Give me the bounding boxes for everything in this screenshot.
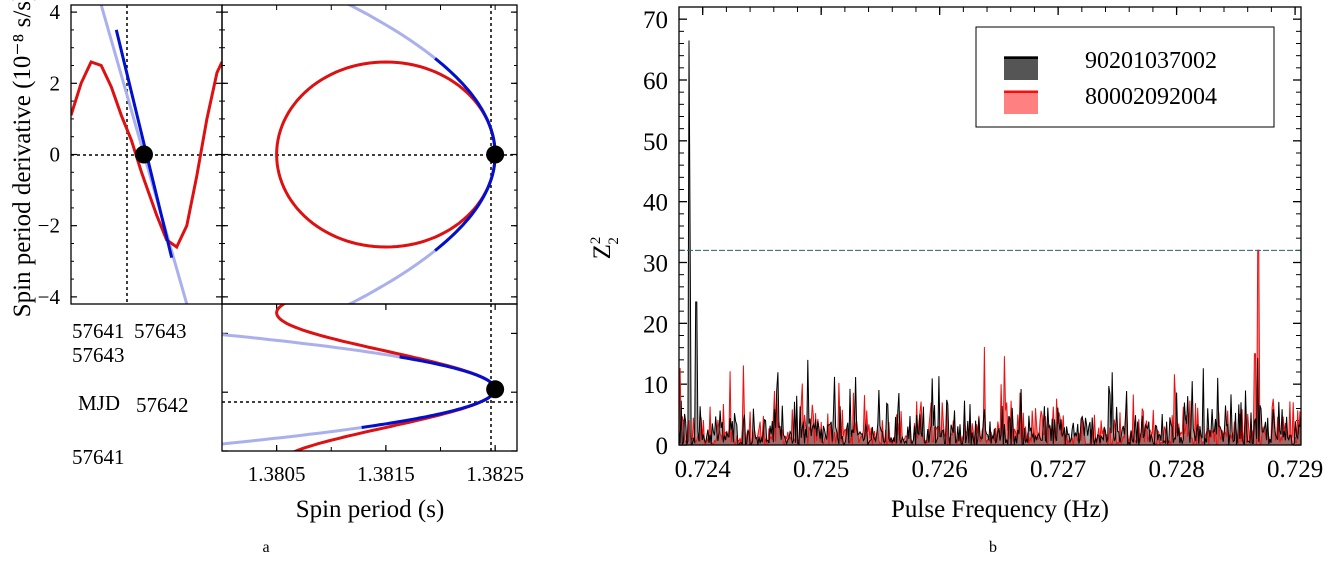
b-xticklabels: 0.724 0.725 0.726 0.727 0.728 0.729 — [675, 456, 1324, 483]
b-ytick-label: 30 — [643, 251, 668, 278]
caption-b: b — [989, 539, 997, 556]
b-ylabel-exponent: 2 — [588, 237, 604, 245]
b-xtick-label: 0.726 — [912, 456, 968, 483]
b-ytick-label: 0 — [656, 433, 669, 460]
br-fit-curves — [361, 355, 497, 429]
b-xtick-label: 0.729 — [1267, 456, 1323, 483]
br-frame — [221, 303, 518, 452]
b-ylabel-subscript: 2 — [606, 237, 622, 245]
b-xtick-label: 0.725 — [793, 456, 849, 483]
tl-ytick-label: 0 — [50, 143, 61, 167]
b-frame — [678, 6, 1302, 446]
br-ytick-57642: 57642 — [136, 393, 189, 417]
b-ylabel-z: Z — [589, 244, 616, 259]
tl-yticklabels: 4 2 0 −2 −4 — [38, 0, 61, 309]
b-series-80002092004-line — [679, 249, 1301, 445]
b-xlabel: Pulse Frequency (Hz) — [891, 496, 1109, 523]
br-ytick-57641: 57641 — [72, 445, 125, 469]
tl-fit-line — [114, 29, 174, 259]
b-ylabel: Z2 2 — [588, 237, 622, 260]
b-ytick-label: 60 — [643, 68, 668, 95]
br-xtick-label: 1.3805 — [248, 462, 306, 486]
b-ytick-label: 70 — [643, 7, 668, 34]
br-ylabel-mjd: MJD — [78, 391, 120, 415]
b-series-90201037002-line — [679, 40, 1301, 445]
tl-marker — [134, 145, 153, 164]
b-xtick-label: 0.727 — [1030, 456, 1086, 483]
panel-a-top-right — [221, 4, 518, 305]
legend-swatch-90201037002 — [1004, 56, 1038, 80]
tr-model-ellipse — [275, 60, 497, 249]
br-xtick-label: 1.3815 — [357, 462, 415, 486]
b-xtick-label: 0.728 — [1148, 456, 1204, 483]
b-ytick-label: 20 — [643, 311, 668, 338]
tl-model-curve — [71, 60, 222, 250]
tl-ytick-label: 2 — [50, 71, 61, 95]
tl-ytick-label: −4 — [38, 285, 61, 309]
tl-ytick-label: −2 — [38, 214, 60, 238]
tl-xtick-57641: 57641 — [72, 319, 125, 343]
b-ytick-label: 50 — [643, 129, 668, 156]
tl-ytick-label: 4 — [50, 0, 61, 24]
legend-swatch-80002092004 — [1004, 90, 1038, 114]
tr-ticks — [222, 5, 517, 298]
a-xlabel: Spin period (s) — [296, 496, 445, 523]
b-legend: 90201037002 80002092004 — [975, 26, 1275, 128]
b-ytick-label: 10 — [643, 372, 668, 399]
br-xticklabels: 1.3805 1.3815 1.3825 — [248, 462, 524, 486]
br-marker — [486, 380, 505, 399]
a-ylabel: Spin period derivative (10⁻⁸ s/s) — [9, 0, 36, 317]
tl-xtick-57643: 57643 — [134, 319, 187, 343]
br-ticks — [221, 304, 517, 452]
b-xtick-label: 0.724 — [675, 456, 732, 483]
b-ytick-label: 40 — [643, 190, 668, 217]
br-xtick-label: 1.3825 — [466, 462, 524, 486]
panel-a-top-left — [70, 4, 223, 305]
panel-a-bottom-right — [221, 303, 518, 452]
br-ytick-57643: 57643 — [72, 343, 125, 367]
legend-label-90201037002: 90201037002 — [1085, 48, 1217, 74]
caption-a: a — [262, 539, 269, 556]
tr-marker — [486, 145, 505, 164]
b-yticklabels: 0 10 20 30 40 50 60 70 — [643, 7, 668, 460]
legend-label-80002092004: 80002092004 — [1085, 84, 1217, 110]
